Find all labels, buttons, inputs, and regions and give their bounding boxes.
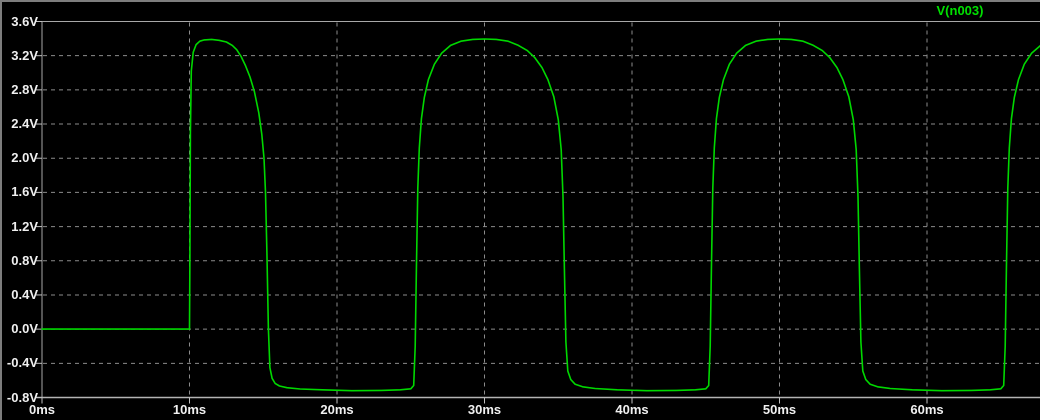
y-axis-label: -0.8V: [6, 389, 38, 405]
y-axis-label: 1.2V: [11, 218, 38, 234]
y-axis-label: 0.8V: [11, 252, 38, 268]
plot-border: [36, 21, 1040, 399]
y-axis-label: 3.6V: [11, 13, 38, 29]
legend-strip: V(n003): [2, 2, 1040, 19]
trace-legend-vn003[interactable]: V(n003): [936, 3, 984, 18]
x-axis-label: 0ms: [28, 401, 56, 417]
grid-lines: [43, 22, 1040, 397]
y-axis-label: -0.4V: [6, 355, 38, 371]
y-axis-label: 2.0V: [11, 150, 38, 166]
x-axis-label: 60ms: [910, 401, 944, 417]
y-axis-label: 2.4V: [11, 116, 38, 132]
x-axis-label: 20ms: [320, 401, 354, 417]
x-axis-label: 30ms: [467, 401, 502, 417]
x-axis-label: 40ms: [615, 401, 649, 417]
y-axis-label: 2.8V: [11, 81, 38, 97]
y-axis-label: 0.4V: [11, 286, 38, 302]
y-axis-label: 3.2V: [11, 47, 38, 63]
axis-ticks: [36, 21, 928, 404]
y-axis-label: 0.0V: [11, 321, 38, 337]
y-axis-label: 1.6V: [11, 184, 38, 200]
x-axis-label: 50ms: [762, 401, 797, 417]
voltage-trace-vn003[interactable]: [41, 38, 1040, 392]
x-axis-label: 10ms: [172, 401, 207, 417]
